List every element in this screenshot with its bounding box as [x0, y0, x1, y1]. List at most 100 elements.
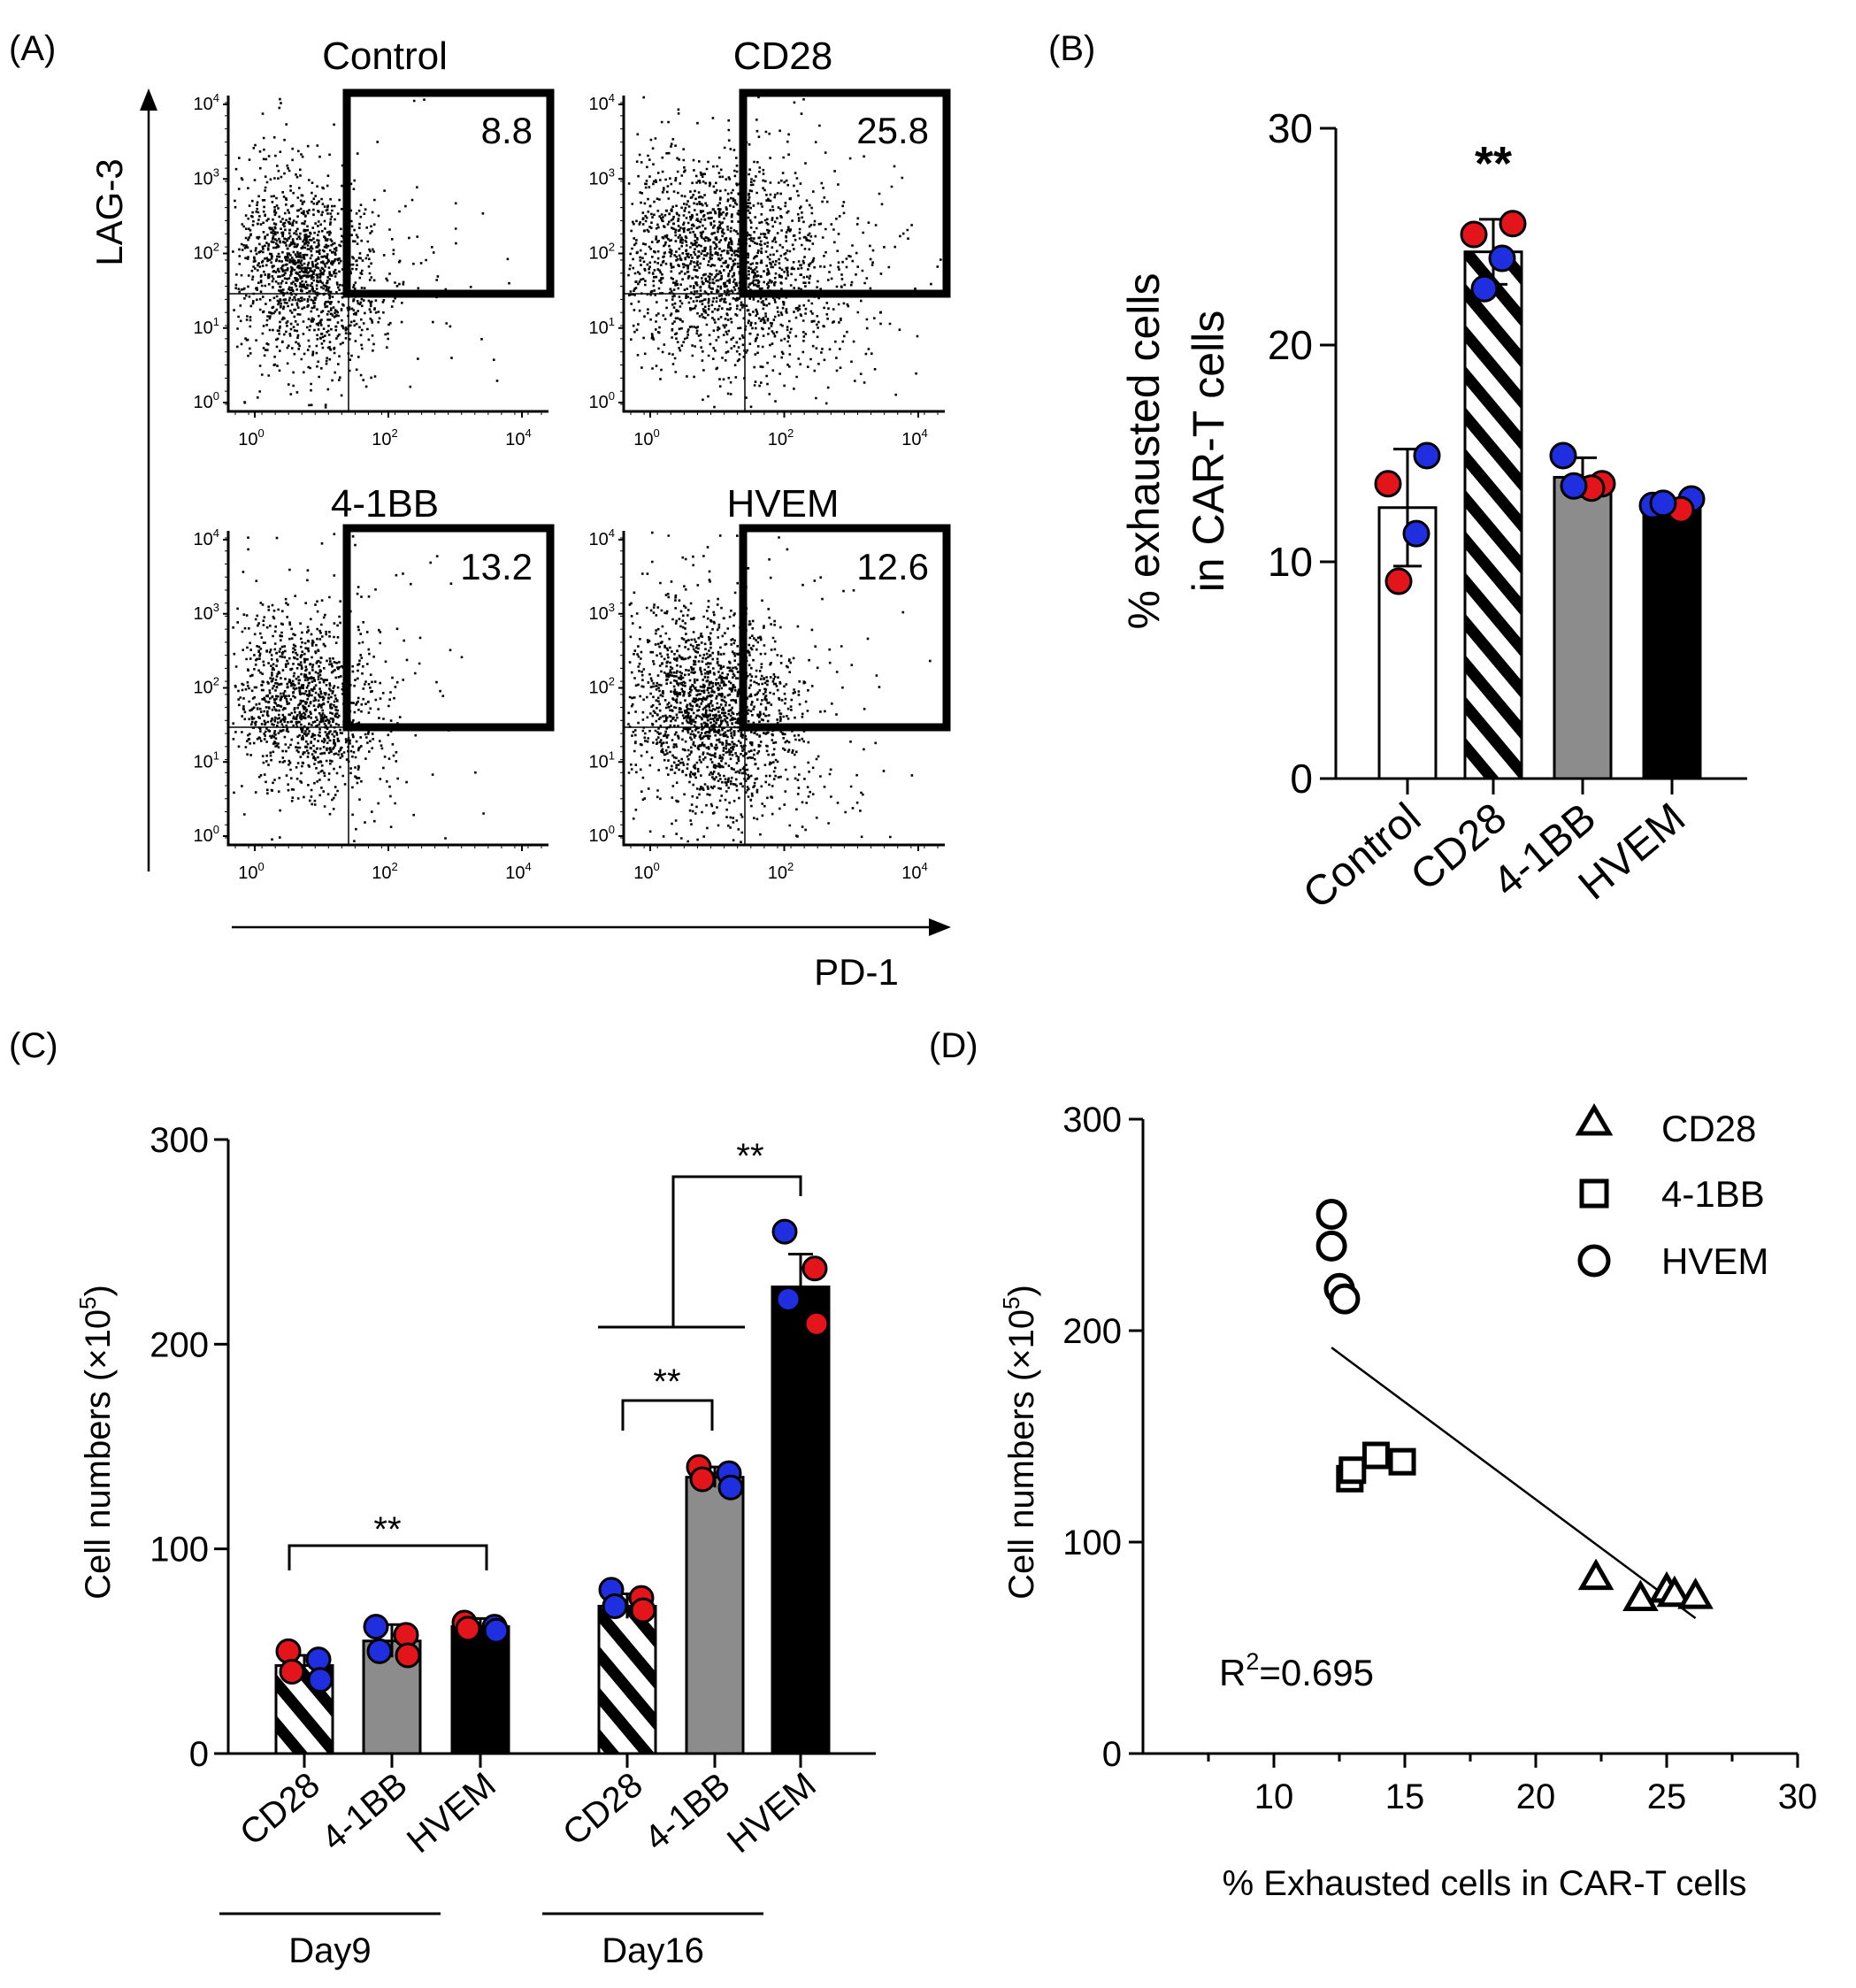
y-axis-label: Cell numbers (×105) [998, 1285, 1041, 1600]
panel-d-scatter: 0 100 200 300 10 15 20 25 30 Cell numbers (×105)… [998, 1101, 1817, 1903]
sig-bracket-day16-hvem: ** [598, 1137, 802, 1329]
x-tick-label: 100 [238, 426, 264, 449]
x-tick-label: HVEM [400, 1765, 503, 1861]
sig-bracket-day9: ** [288, 1510, 488, 1570]
data-point [602, 1593, 628, 1619]
bar-day9-hvem [450, 1625, 510, 1755]
y-tick-label: 100 [1062, 1524, 1122, 1562]
x-tick-label: 104 [901, 860, 927, 883]
bar-4-1bb [1553, 475, 1613, 780]
data-point [363, 1614, 389, 1640]
panel-letter-a: (A) [9, 29, 56, 68]
x-tick-label: 100 [633, 426, 659, 449]
x-tick-label: CD28 [556, 1765, 650, 1853]
sig-stars: ** [373, 1510, 401, 1549]
y-tick-label: 103 [194, 165, 219, 188]
panel-letter-b: (B) [1048, 29, 1095, 68]
y-tick-label: 102 [589, 241, 615, 264]
plot-title-hvem: HVEM [726, 482, 839, 526]
flow-plot-4-1bb: 4-1BB 13.2 [226, 482, 555, 847]
data-point [1413, 441, 1441, 470]
data-point [689, 1466, 716, 1493]
gate-value-4-1bb: 13.2 [460, 546, 533, 587]
y-tick-label: 101 [194, 315, 219, 338]
y-tick-label: 100 [589, 389, 615, 412]
data-point [717, 1474, 744, 1501]
gate-value-control: 8.8 [481, 110, 533, 151]
gate-rectangle [342, 88, 555, 298]
group-label-day16: Day16 [602, 1931, 704, 1970]
data-point [1460, 220, 1488, 249]
x-tick-label: 10 [1254, 1777, 1294, 1816]
data-point [630, 1597, 656, 1623]
legend: CD28 4-1BB HVEM [1575, 1103, 1768, 1282]
data-point [1374, 470, 1402, 498]
y-tick-label: 0 [1290, 756, 1313, 802]
y-tick-label: 101 [589, 315, 615, 338]
legend-label-cd28: CD28 [1661, 1108, 1756, 1149]
y-tick-label: 10 [1268, 539, 1313, 585]
panel-letter-d: (D) [929, 1026, 978, 1065]
x-tick-label: Control [1294, 794, 1430, 918]
x-tick-label: 4-1BB [637, 1765, 737, 1858]
x-tick-label: 104 [505, 426, 531, 449]
event-dots [232, 97, 510, 409]
event-dots [232, 533, 495, 842]
x-tick-label: 25 [1647, 1777, 1687, 1816]
4-1bb-point [1361, 1441, 1390, 1470]
data-point [1402, 519, 1430, 548]
legend-marker-circle [1577, 1244, 1611, 1278]
data-point [279, 1658, 305, 1685]
y-tick-label: 0 [189, 1735, 209, 1774]
y-tick-label: 200 [150, 1325, 209, 1364]
y-tick-label: 100 [194, 823, 219, 846]
legend-marker-square [1579, 1178, 1609, 1209]
y-axis-label-line1: % exhausted cells [1119, 272, 1169, 629]
data-point [455, 1616, 481, 1642]
panel-a-flow-plots: Control 8.8 CD28 25.8 4-1BB 13.2 [88, 35, 951, 993]
data-point [307, 1667, 334, 1693]
x-tick-label: 30 [1778, 1777, 1818, 1816]
bar-day16-4-1bb [685, 1476, 745, 1755]
y-tick-label: 0 [1102, 1735, 1122, 1774]
y-tick-label: 103 [589, 165, 615, 188]
y-tick-label: 101 [589, 748, 615, 771]
plot-title-cd28: CD28 [733, 35, 833, 78]
data-point [801, 1255, 828, 1282]
data-point [1470, 274, 1499, 303]
y-tick-label: 100 [589, 823, 615, 846]
sig-bracket-day16-4-1bb: ** [621, 1362, 714, 1431]
4-1bb-point [1388, 1447, 1416, 1476]
x-axis-label: % Exhausted cells in CAR-T cells [1223, 1864, 1747, 1903]
data-point [395, 1642, 421, 1669]
y-tick-label: 103 [194, 601, 219, 624]
x-tick-label: 100 [633, 860, 659, 883]
sig-stars: ** [653, 1362, 680, 1401]
x-arrow-head [929, 918, 951, 936]
data-point [1549, 441, 1577, 470]
plot-title-4-1bb: 4-1BB [331, 482, 439, 526]
bar-day16-hvem [771, 1286, 831, 1755]
y-tick-label: 100 [150, 1531, 209, 1570]
legend-label-4-1bb: 4-1BB [1661, 1173, 1765, 1215]
gate-value-cd28: 25.8 [856, 110, 929, 151]
data-point [1499, 210, 1527, 238]
y-tick-label: 102 [589, 675, 615, 698]
hvem-point [1315, 1230, 1347, 1262]
y-axis-label-line2: in CAR-T cells [1184, 311, 1233, 593]
y-tick-label: 20 [1268, 322, 1313, 368]
y-tick-label: 103 [589, 601, 615, 624]
x-tick-label: 100 [238, 860, 264, 883]
x-tick-label: 102 [372, 426, 397, 449]
y-tick-label: 300 [1062, 1101, 1122, 1140]
data-point [1384, 567, 1413, 595]
y-arrow-head [140, 88, 157, 111]
significance-stars: ** [1475, 137, 1512, 190]
data-point [1560, 472, 1588, 500]
x-tick-label: 104 [901, 426, 927, 449]
panel-letter-c: (C) [9, 1026, 58, 1065]
sig-stars: ** [736, 1137, 763, 1176]
cd28-point [1577, 1558, 1614, 1591]
legend-marker-triangle [1575, 1103, 1614, 1136]
flow-plot-control: Control 8.8 [226, 35, 555, 413]
